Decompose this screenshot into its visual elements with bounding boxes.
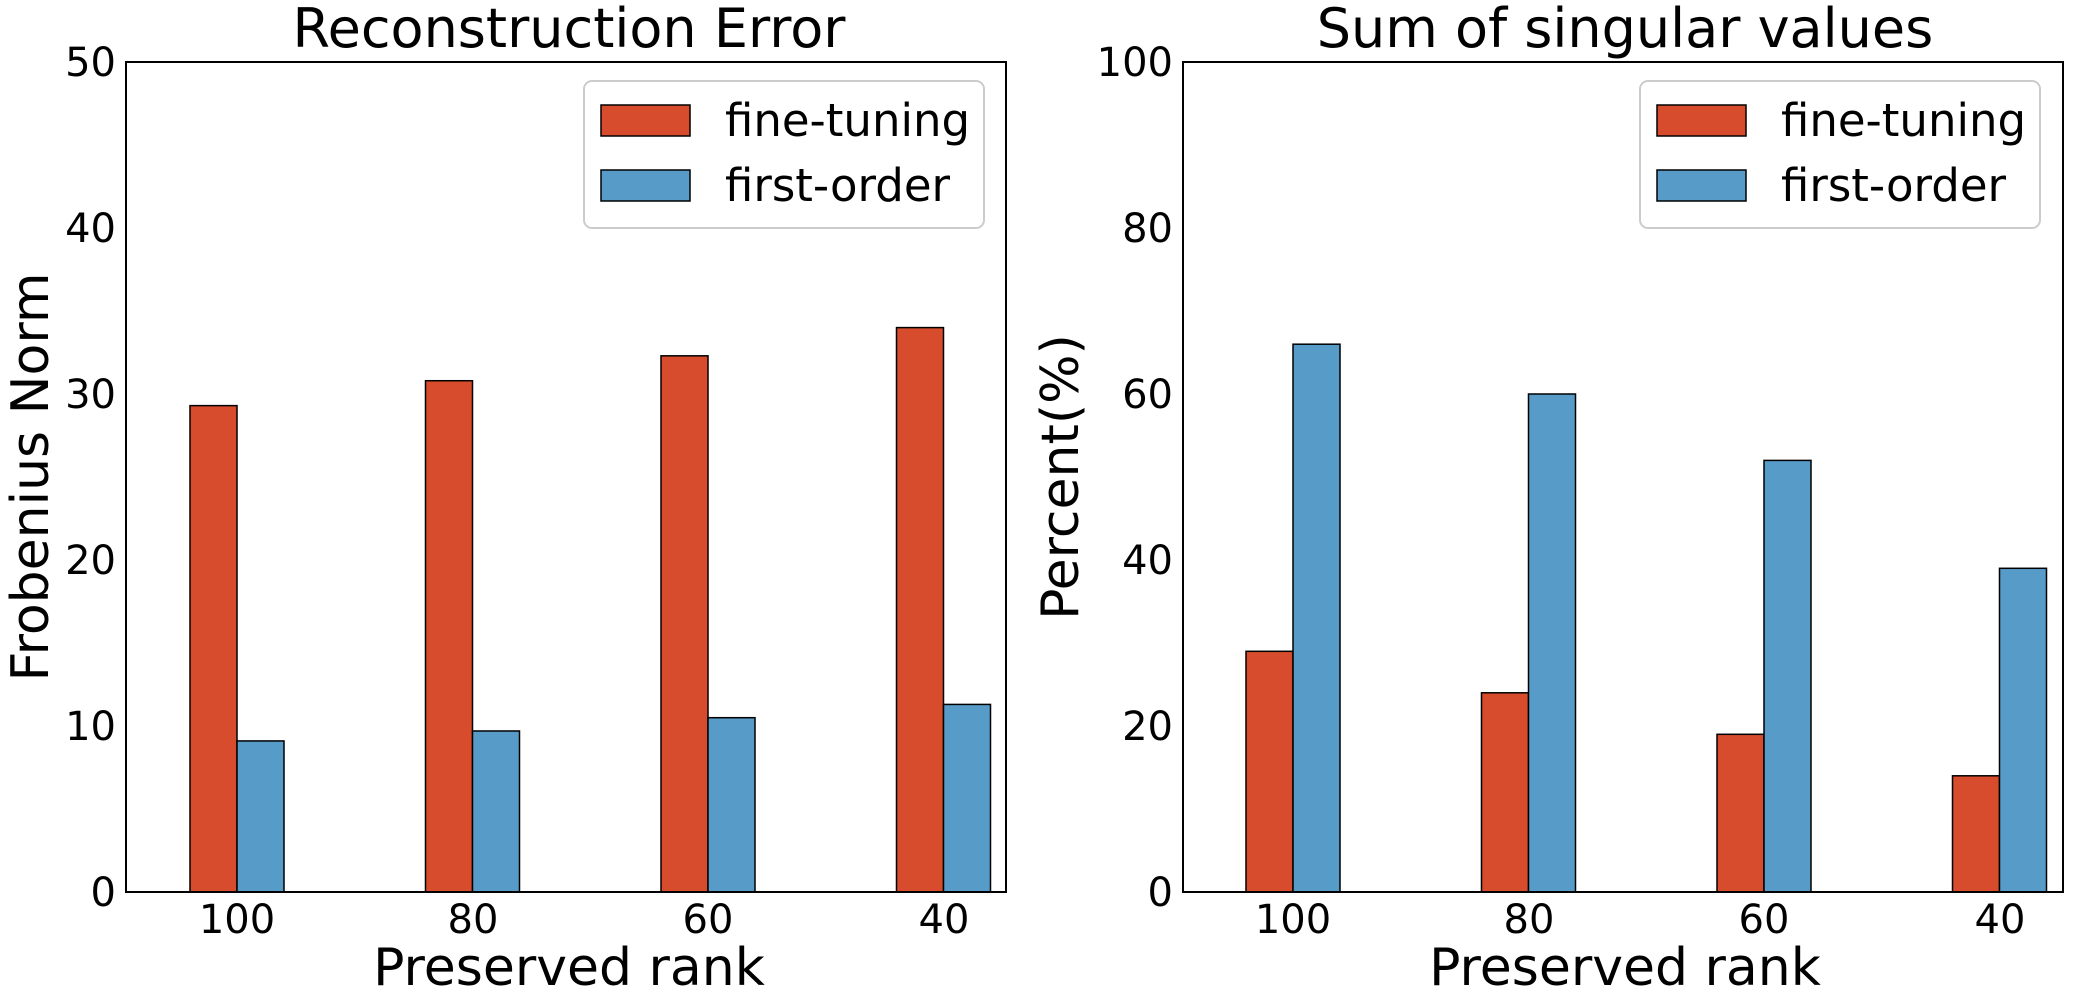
y-axis-label: Frobenius Norm	[1, 273, 61, 682]
chart-title: Reconstruction Error	[293, 0, 847, 60]
legend-label-fine-tuning: fine-tuning	[725, 94, 970, 147]
legend-swatch-fine-tuning	[600, 104, 691, 137]
x-tick-label: 100	[1255, 897, 1331, 943]
legend-swatch-first-order	[600, 169, 691, 202]
x-axis-label: Preserved rank	[1429, 938, 1821, 998]
legend-label-first-order: first-order	[725, 159, 950, 212]
y-tick-label: 10	[65, 704, 116, 750]
y-axis-label: Percent(%)	[1031, 334, 1091, 620]
x-axis-label: Preserved rank	[373, 938, 765, 998]
y-tick-label: 100	[1097, 40, 1173, 86]
bars	[189, 326, 992, 893]
bar-fine-tuning-60	[1716, 733, 1765, 893]
y-tick-label: 20	[65, 538, 116, 584]
y-ticks: 0 20 40 60 80 100	[1097, 40, 1173, 916]
y-tick-label: 40	[65, 206, 116, 252]
bar-first-order-40	[1998, 567, 2048, 893]
x-tick-label: 40	[1975, 897, 2026, 943]
y-tick-label: 20	[1122, 704, 1173, 750]
y-tick-label: 0	[91, 870, 116, 916]
bar-first-order-100	[1292, 343, 1341, 893]
chart-reconstruction-error: Reconstruction Error Frobenius Norm Pres…	[1, 0, 1007, 998]
x-tick-label: 60	[683, 897, 734, 943]
plot-frame	[125, 61, 1007, 893]
legend-label-fine-tuning: fine-tuning	[1781, 94, 2026, 147]
x-ticks: 100 80 60 40	[1255, 897, 2026, 943]
y-ticks: 0 10 20 30 40 50	[65, 40, 116, 916]
legend-swatch-first-order	[1656, 169, 1747, 202]
bars	[1245, 343, 2048, 893]
x-tick-label: 100	[199, 897, 275, 943]
legend-swatch-fine-tuning	[1656, 104, 1747, 137]
y-tick-label: 60	[1122, 372, 1173, 418]
y-tick-label: 30	[65, 372, 116, 418]
y-tick-label: 40	[1122, 538, 1173, 584]
x-tick-label: 60	[1739, 897, 1790, 943]
bar-fine-tuning-80	[424, 379, 474, 893]
chart-sum-of-singular-values: Sum of singular values Percent(%) Preser…	[1031, 0, 2064, 998]
bar-first-order-40	[942, 703, 992, 893]
y-tick-label: 50	[65, 40, 116, 86]
chart-title: Sum of singular values	[1317, 0, 1933, 60]
plot-frame	[1182, 61, 2064, 893]
bar-fine-tuning-80	[1480, 692, 1530, 893]
bar-first-order-100	[236, 740, 285, 893]
bar-first-order-80	[471, 730, 521, 893]
x-ticks: 100 80 60 40	[199, 897, 970, 943]
bar-fine-tuning-40	[895, 326, 945, 893]
x-tick-label: 80	[1504, 897, 1555, 943]
bar-first-order-80	[1527, 393, 1577, 893]
bar-first-order-60	[1763, 459, 1812, 893]
bar-first-order-60	[707, 716, 756, 893]
y-tick-label: 80	[1122, 206, 1173, 252]
legend: fine-tuning first-order	[1639, 80, 2041, 229]
legend: fine-tuning first-order	[583, 80, 985, 229]
legend-label-first-order: first-order	[1781, 159, 2006, 212]
bar-fine-tuning-40	[1951, 775, 2001, 893]
bar-fine-tuning-60	[660, 355, 709, 893]
bar-fine-tuning-100	[1245, 650, 1294, 893]
x-tick-label: 40	[919, 897, 970, 943]
y-tick-label: 0	[1148, 870, 1173, 916]
x-tick-label: 80	[448, 897, 499, 943]
bar-fine-tuning-100	[189, 404, 238, 893]
